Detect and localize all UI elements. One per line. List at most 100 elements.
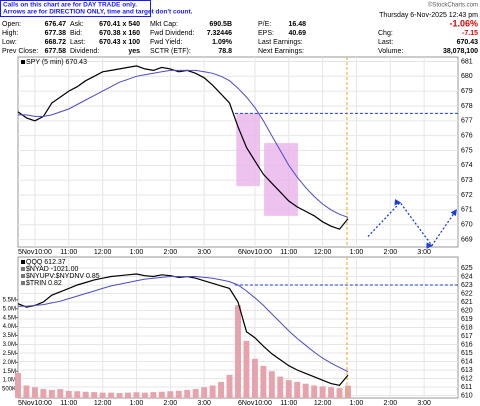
y-tick-label: 672 bbox=[461, 192, 473, 199]
y-tick-label: 681 bbox=[461, 58, 473, 65]
volume-bar bbox=[48, 389, 55, 398]
credit: ©StockCharts.com bbox=[428, 2, 478, 9]
quote-label: Low: bbox=[2, 39, 17, 46]
y-tick-label: 679 bbox=[461, 88, 473, 95]
volume-bar bbox=[158, 391, 165, 398]
quote-value: 670.41 x 540 bbox=[99, 21, 140, 28]
quote-value: 670.38 x 160 bbox=[99, 30, 140, 37]
y-tick-label: 669 bbox=[461, 236, 473, 243]
x-tick-label: 1:00 bbox=[350, 400, 364, 406]
volume-bar bbox=[192, 389, 199, 398]
volume-bar bbox=[209, 385, 216, 398]
volume-bar bbox=[74, 391, 81, 398]
quote-label: EPS: bbox=[258, 30, 274, 37]
volume-bar bbox=[133, 392, 140, 398]
volume-bar bbox=[23, 385, 30, 398]
x-tick-label: 11:00 bbox=[60, 400, 77, 406]
quote-value: 677.38 bbox=[45, 30, 67, 37]
x-tick-label: 1:00 bbox=[350, 249, 364, 256]
volume-bar bbox=[285, 380, 292, 398]
change-pct: -1.06% bbox=[449, 18, 478, 28]
quote-value: 16.48 bbox=[288, 21, 306, 28]
volume-bar bbox=[328, 387, 335, 398]
quote-value: 676.47 bbox=[45, 21, 67, 28]
legend-swatch bbox=[21, 267, 25, 271]
price-line bbox=[17, 65, 349, 230]
y-tick-label: 612 bbox=[461, 375, 473, 382]
y-tick-label: 625 bbox=[461, 265, 473, 272]
quote-label: Dividend: bbox=[70, 48, 99, 55]
x-tick-label: 1:00 bbox=[130, 400, 144, 406]
quote-value: 668.72 bbox=[45, 39, 67, 46]
legend-swatch bbox=[21, 260, 25, 264]
x-tick-label: 3:00 bbox=[417, 249, 431, 256]
quote-label: Prev Close: bbox=[2, 48, 38, 55]
x-tick-label: 11:00 bbox=[60, 249, 77, 256]
quote-label: Bid: bbox=[70, 30, 82, 37]
y2-tick-label: 3.5M bbox=[3, 333, 16, 339]
y-tick-label: 620 bbox=[461, 307, 473, 314]
y-tick-label: 680 bbox=[461, 73, 473, 80]
shaded-range bbox=[264, 143, 298, 216]
x-tick-label: 12:00 bbox=[314, 249, 332, 256]
volume-bar bbox=[65, 390, 72, 398]
legend-entry: $TRIN 0.82 bbox=[26, 280, 62, 287]
y-tick-label: 621 bbox=[461, 299, 473, 306]
x-tick-label: 3:00 bbox=[197, 249, 211, 256]
volume-bar bbox=[311, 385, 318, 398]
volume-bar bbox=[184, 389, 191, 398]
volume-bar bbox=[319, 386, 326, 398]
y-tick-label: 614 bbox=[461, 358, 473, 365]
legend-entry: $NYUPV:$NYDNV 0.85 bbox=[26, 273, 100, 280]
x-tick-label: 6Nov10:00 bbox=[238, 400, 272, 406]
volume-bar bbox=[294, 381, 301, 398]
volume-bar bbox=[167, 391, 174, 398]
volume-bar bbox=[277, 376, 284, 398]
quote-label: Mkt Cap: bbox=[150, 21, 178, 28]
volume-bar bbox=[336, 388, 343, 398]
volume-bar bbox=[15, 373, 21, 398]
quote-label: Next Earnings: bbox=[258, 48, 304, 55]
y2-tick-label: 3.0M bbox=[3, 342, 16, 348]
quote-label: Fwd Yield: bbox=[150, 39, 182, 46]
x-tick-label: 11:00 bbox=[280, 249, 297, 256]
y-tick-label: 610 bbox=[461, 392, 473, 399]
quote-value: 40.69 bbox=[288, 30, 306, 37]
quote-value: 677.58 bbox=[45, 48, 67, 55]
volume-bar bbox=[201, 387, 208, 398]
x-tick-label: 3:00 bbox=[197, 400, 211, 406]
quote-value: 690.5B bbox=[209, 21, 232, 28]
y-tick-label: 618 bbox=[461, 324, 473, 331]
legend-swatch bbox=[21, 274, 25, 278]
legend-swatch bbox=[21, 281, 25, 285]
legend-entry: QQQ 612.37 bbox=[26, 259, 66, 266]
quote-label: High: bbox=[2, 30, 18, 37]
y-tick-label: 673 bbox=[461, 177, 473, 184]
quote-label: Last Earnings: bbox=[258, 39, 303, 46]
quote-value: 78.8 bbox=[218, 48, 232, 55]
notice-line: Arrows are for DIRECTION ONLY, time and … bbox=[3, 9, 193, 16]
quote-label: Last: bbox=[70, 39, 85, 46]
quote-label: SCTR (ETF): bbox=[150, 48, 191, 55]
y-tick-label: 622 bbox=[461, 290, 473, 297]
volume-bar bbox=[91, 392, 98, 398]
y-tick-label: 623 bbox=[461, 282, 473, 289]
y-tick-label: 675 bbox=[461, 147, 473, 154]
volume-bar bbox=[57, 389, 64, 398]
y-tick-label: 617 bbox=[461, 333, 473, 340]
quote-label: Open: bbox=[2, 21, 21, 28]
legend-entry: SPY (5 min) 670.43 bbox=[26, 59, 87, 66]
y-tick-label: 670 bbox=[461, 222, 473, 229]
y2-tick-label: 4.0M bbox=[3, 324, 16, 330]
volume-bar bbox=[302, 383, 309, 398]
summary-value: 670.43 bbox=[457, 39, 479, 46]
y-tick-label: 677 bbox=[461, 118, 473, 125]
quote-value: 670.43 x 100 bbox=[99, 39, 140, 46]
x-tick-label: 12:00 bbox=[94, 400, 112, 406]
quote-label: P/E: bbox=[258, 21, 271, 28]
x-tick-label: 2:00 bbox=[163, 249, 177, 256]
volume-bar bbox=[260, 365, 267, 398]
y2-tick-label: 2.0M bbox=[3, 360, 16, 366]
y-tick-label: 611 bbox=[461, 384, 472, 391]
volume-bar bbox=[82, 391, 89, 398]
